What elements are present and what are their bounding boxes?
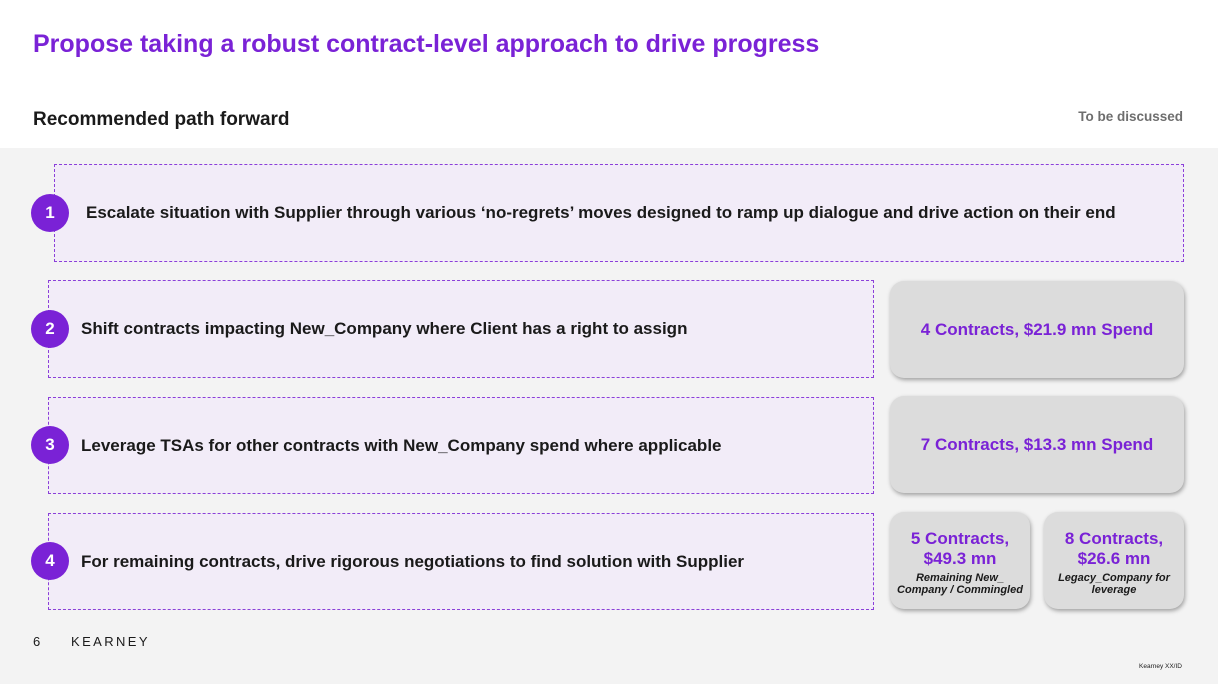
step-4-legacy-card: 8 Contracts, $26.6 mn Legacy_Company for…	[1044, 512, 1184, 609]
footer-code: Kearney XX/ID	[1139, 663, 1182, 670]
page-title: Propose taking a robust contract-level a…	[33, 30, 820, 58]
step-3-contracts-card: 7 Contracts, $13.3 mn Spend	[890, 396, 1184, 493]
step-4-remaining-note-line-1: Remaining New_	[915, 572, 1005, 584]
discussion-tag: To be discussed	[1078, 109, 1183, 124]
step-3-box: Leverage TSAs for other contracts with N…	[48, 397, 874, 494]
step-3-text: Leverage TSAs for other contracts with N…	[81, 435, 722, 455]
step-4-remaining-count: 5 Contracts,	[910, 529, 1010, 548]
step-4-legacy-note-line-1: Legacy_Company for	[1058, 572, 1170, 584]
step-4-text: For remaining contracts, drive rigorous …	[81, 551, 745, 571]
step-2-contracts-label: 4 Contracts, $21.9 mn Spend	[920, 319, 1154, 339]
step-2-number-badge: 2	[31, 310, 69, 348]
step-3-contracts-label: 7 Contracts, $13.3 mn Spend	[920, 434, 1154, 454]
page-number: 6	[33, 634, 41, 649]
section-subtitle: Recommended path forward	[33, 109, 290, 130]
step-4-remaining-spend: $49.3 mn	[923, 549, 997, 568]
step-2-text: Shift contracts impacting New_Company wh…	[81, 319, 688, 338]
step-4-legacy-note-line-2: leverage	[1091, 584, 1137, 596]
brand-logo: KEARNEY	[71, 634, 150, 649]
step-2-box: Shift contracts impacting New_Company wh…	[48, 280, 874, 378]
step-4-number-badge: 4	[31, 542, 69, 580]
step-4-legacy-spend: $26.6 mn	[1077, 549, 1151, 568]
step-4-remaining-note-line-2: Company / Commingled	[897, 584, 1023, 596]
step-4-legacy-note: Legacy_Company for leverage	[1058, 572, 1170, 596]
step-3-number-badge: 3	[31, 426, 69, 464]
step-4-remaining-card: 5 Contracts, $49.3 mn Remaining New_ Com…	[890, 512, 1030, 609]
step-1-box: Escalate situation with Supplier through…	[54, 164, 1184, 262]
step-4-legacy-count: 8 Contracts,	[1064, 529, 1164, 548]
step-1-text: Escalate situation with Supplier through…	[86, 203, 1116, 222]
step-4-remaining-note: Remaining New_ Company / Commingled	[897, 572, 1023, 596]
step-1-number-badge: 1	[31, 194, 69, 232]
step-2-contracts-card: 4 Contracts, $21.9 mn Spend	[890, 281, 1184, 378]
step-4-box: For remaining contracts, drive rigorous …	[48, 513, 874, 610]
